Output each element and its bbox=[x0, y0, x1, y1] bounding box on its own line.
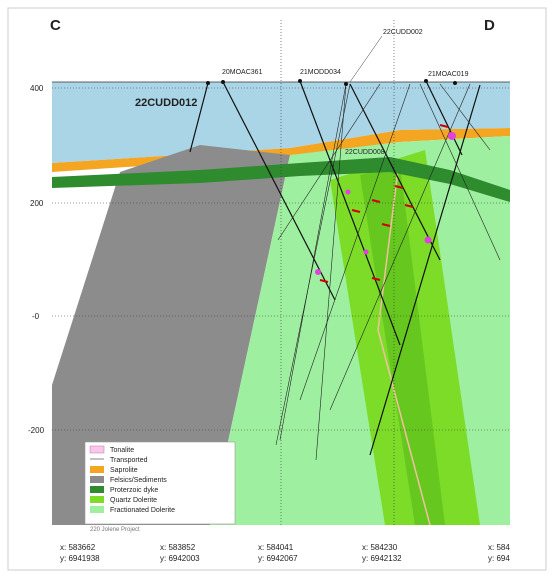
x-label: y: 694 bbox=[488, 554, 510, 563]
footnote: 220 Jolene Project bbox=[90, 527, 140, 533]
x-label: y: 6942132 bbox=[362, 554, 402, 563]
x-label: y: 6941938 bbox=[60, 554, 100, 563]
y-label: -200 bbox=[28, 426, 45, 435]
drillhole-label: 22CUDD002 bbox=[383, 29, 423, 36]
legend-label: Proterzoic dyke bbox=[110, 487, 158, 494]
drillhole-label: 21MODD034 bbox=[300, 69, 341, 76]
drillhole-label: 21MOAC019 bbox=[428, 71, 469, 78]
x-label: y: 6942067 bbox=[258, 554, 298, 563]
legend-label: Felsics/Sediments bbox=[110, 477, 167, 484]
legend: Tonalite Transported Saprolite Felsics/S… bbox=[85, 442, 235, 524]
x-label: x: 583852 bbox=[160, 543, 196, 552]
x-label: y: 6942003 bbox=[160, 554, 200, 563]
y-label: 400 bbox=[30, 84, 44, 93]
x-label: x: 583662 bbox=[60, 543, 96, 552]
y-label: -0 bbox=[32, 312, 40, 321]
legend-label: Transported bbox=[110, 457, 148, 464]
drillhole-label: 20MOAC361 bbox=[222, 69, 263, 76]
x-label: x: 584 bbox=[488, 543, 510, 552]
cross-section: C D 22CUDD012 20MOAC361 21MODD034 22CUDD… bbox=[0, 0, 555, 578]
legend-label: Fractionated Dolerite bbox=[110, 507, 175, 514]
y-label: 200 bbox=[30, 199, 44, 208]
section-end: D bbox=[484, 17, 495, 34]
drillhole-label: 22CUDD012 bbox=[135, 97, 197, 109]
x-label: x: 584230 bbox=[362, 543, 398, 552]
drillhole-label: 22CUDD008 bbox=[345, 149, 385, 156]
legend-label: Quartz Dolerite bbox=[110, 497, 157, 504]
legend-label: Tonalite bbox=[110, 447, 134, 454]
section-start: C bbox=[50, 17, 61, 34]
x-label: x: 584041 bbox=[258, 543, 294, 552]
legend-label: Saprolite bbox=[110, 467, 138, 474]
